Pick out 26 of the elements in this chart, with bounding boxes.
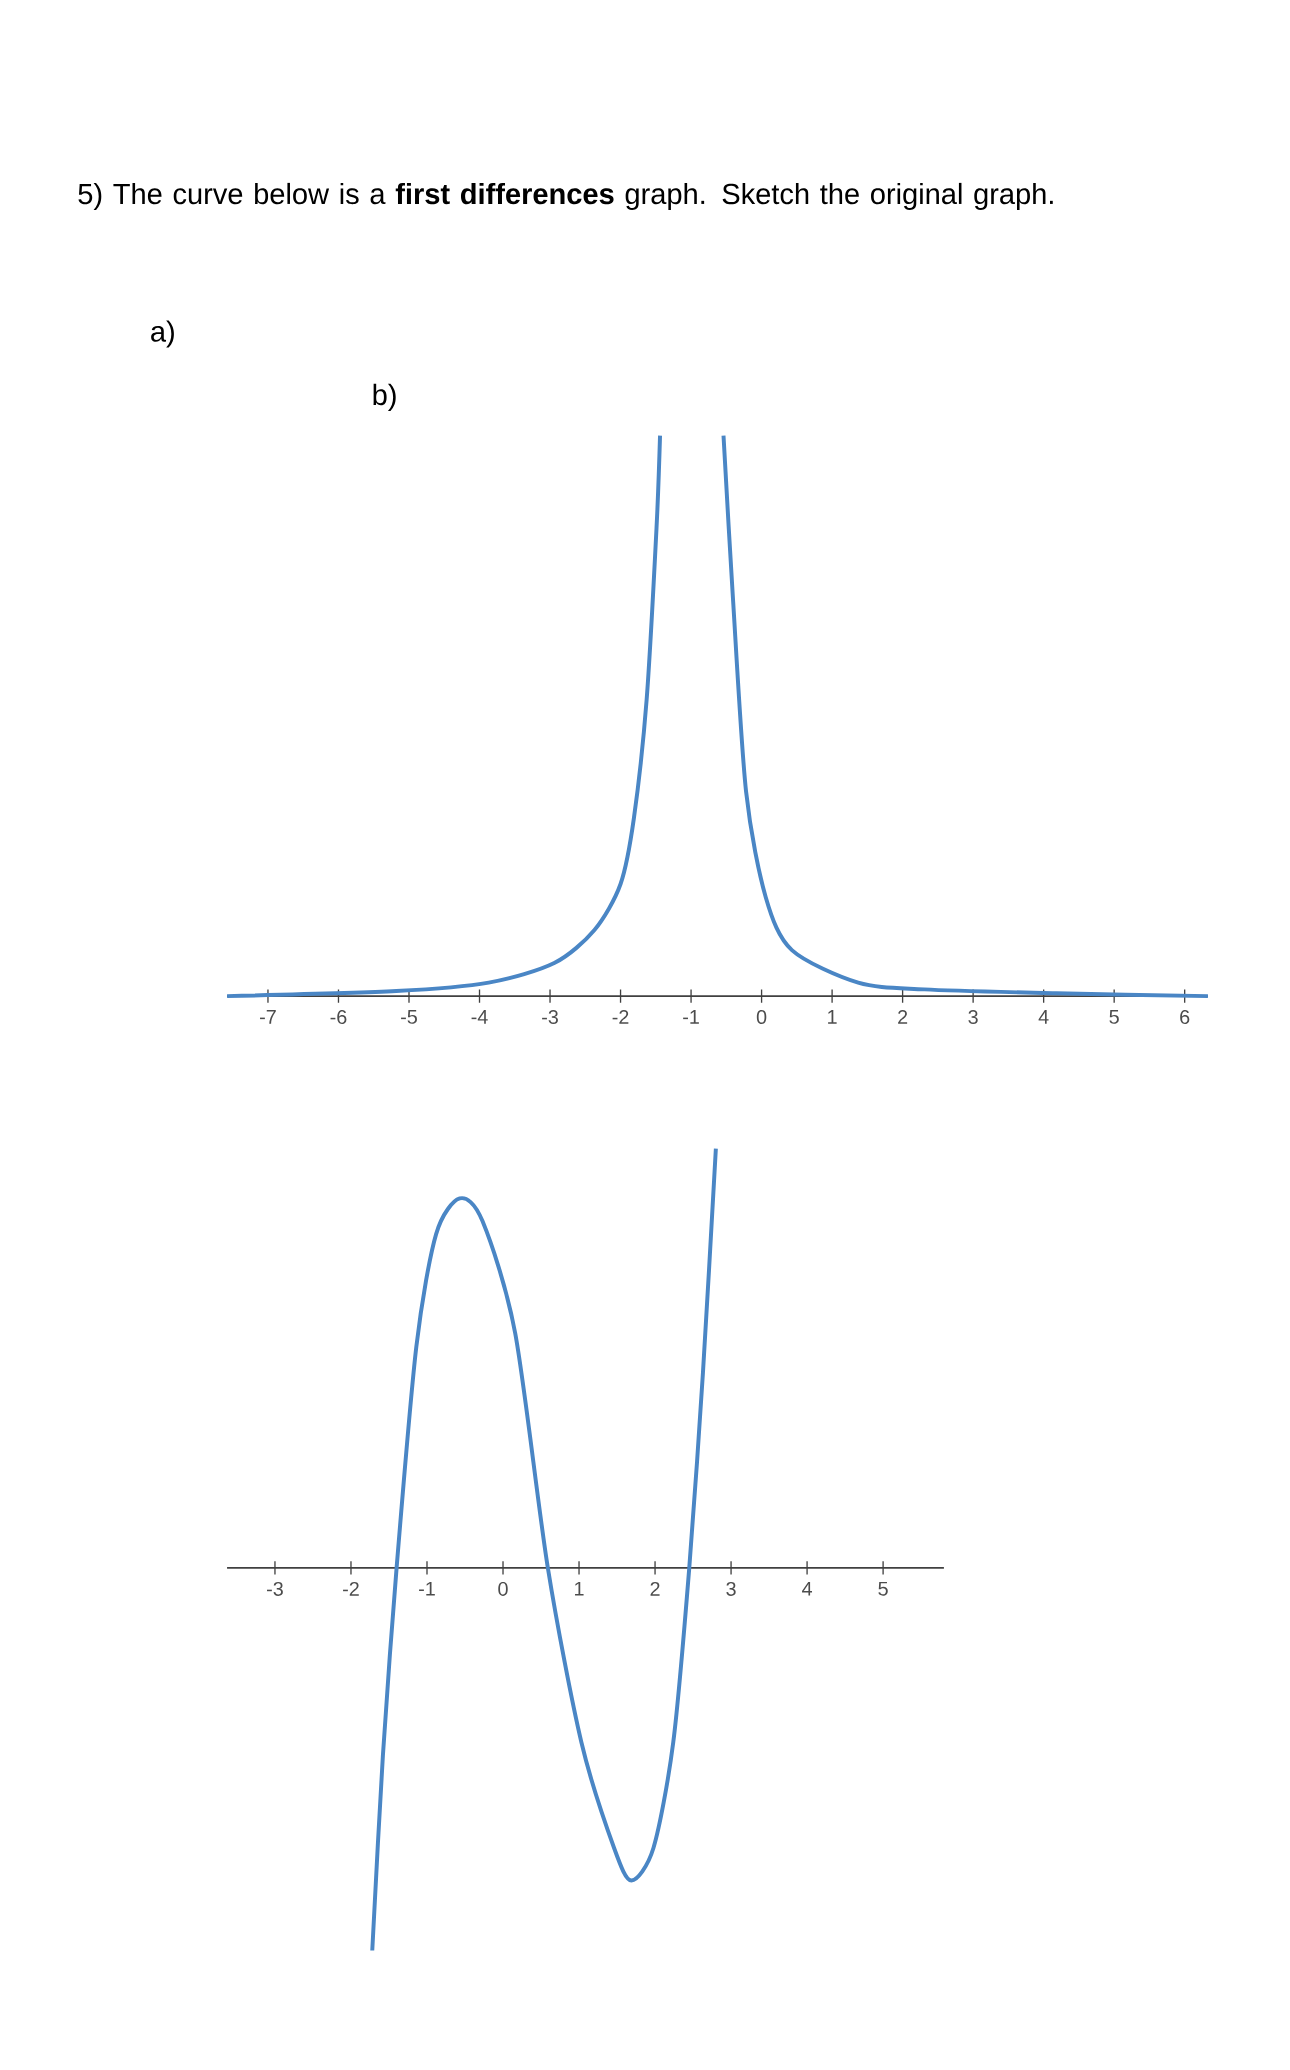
chart-title: 5) The curve below is a first differences graph. Sketch the original graph.: [78, 182, 1053, 210]
x-tick-label: 4: [1038, 1010, 1049, 1024]
x-tick-label: 1: [575, 1581, 584, 1596]
x-tick-label: 4: [802, 1581, 813, 1596]
x-tick-label: -7: [260, 1010, 276, 1024]
x-tick-label: -1: [419, 1581, 435, 1596]
x-tick-label: 0: [756, 1010, 767, 1025]
x-tick-label: -6: [330, 1010, 347, 1025]
x-tick-label: 0: [498, 1581, 508, 1596]
x-tick-label: 3: [968, 1010, 978, 1025]
x-tick-label: 2: [898, 1010, 908, 1024]
x-tick-label: -3: [542, 1010, 559, 1025]
chart-subtitle: a): [151, 320, 175, 348]
x-tick-label: -3: [267, 1581, 283, 1596]
x-tick-label: 6: [1180, 1010, 1190, 1025]
x-tick-label: 1: [828, 1010, 837, 1024]
x-tick-label: 2: [650, 1581, 660, 1596]
x-tick-label: -2: [343, 1581, 359, 1596]
x-tick-label: -1: [683, 1010, 700, 1024]
x-tick-label: 3: [726, 1581, 736, 1596]
x-tick-label: -4: [471, 1010, 488, 1024]
x-tick-label: 5: [1109, 1010, 1119, 1024]
x-tick-label: -2: [612, 1010, 629, 1024]
text: b): [373, 383, 396, 411]
x-tick-label: -5: [401, 1010, 418, 1024]
x-tick-label: 5: [878, 1581, 888, 1596]
